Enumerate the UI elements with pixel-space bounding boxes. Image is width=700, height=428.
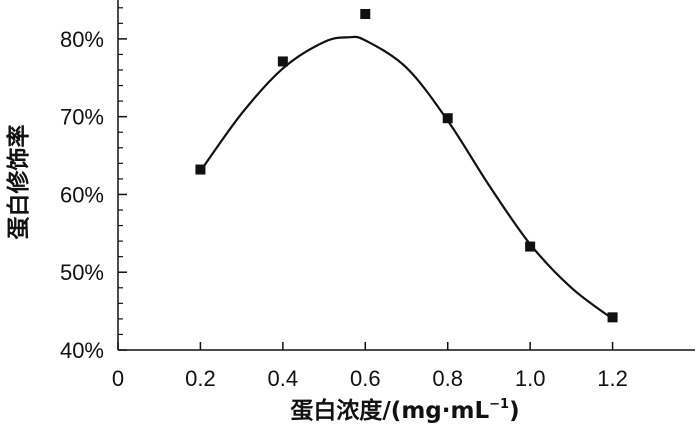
x-tick-label: 1.0 [515,366,546,391]
y-tick-label: 70% [60,105,104,130]
x-axis-title-close: ) [509,398,520,424]
y-tick-label: 50% [60,260,104,285]
data-point [525,241,536,252]
x-tick-label: 0.2 [185,366,216,391]
x-tick-label: 1.2 [597,366,628,391]
x-tick-label: 0.8 [432,366,463,391]
x-axis-title-sup: −1 [489,397,509,412]
x-tick-label: 0.6 [350,366,381,391]
x-axis-title: 蛋白浓度/(mg·mL−1) [290,397,519,424]
y-tick-label: 40% [60,338,104,363]
axes [117,0,695,351]
data-point [360,9,371,19]
y-tick-label: 60% [60,182,104,207]
data-point [195,164,206,175]
y-axis-title: 蛋白修饰率 [5,125,32,240]
x-tick-label: 0.4 [268,366,299,391]
x-tick-label: 0 [112,366,124,391]
data-point [277,56,288,67]
data-point [442,113,453,124]
data-points [195,9,618,323]
x-ticks: 0 0.2 0.4 0.6 0.8 1.0 1.2 [112,342,628,391]
x-axis-title-main: 蛋白浓度/(mg·mL [290,397,489,424]
fit-curve [199,35,614,320]
data-point [607,312,618,323]
y-tick-label: 80% [60,27,104,52]
y-ticks: 40% 50% 60% 70% 80% [60,7,127,363]
